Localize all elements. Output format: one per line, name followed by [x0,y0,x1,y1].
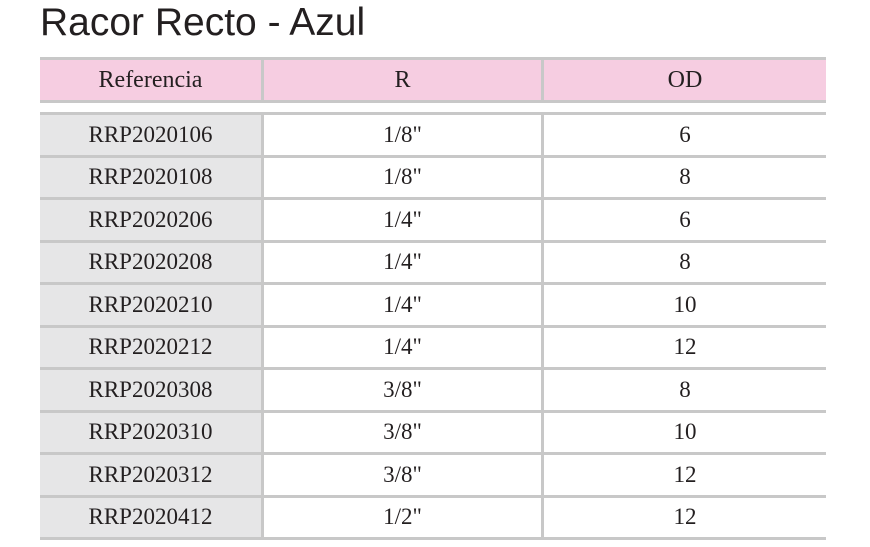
table-row: RRP2020206 1/4" 6 [40,197,826,240]
table-row: RRP2020208 1/4" 8 [40,239,826,282]
cell-od: 6 [679,121,691,147]
cell-r: 3/8" [264,412,544,452]
page-title: Racor Recto - Azul [40,1,366,44]
cell-od: 8 [679,164,691,190]
cell-r: 1/2" [264,497,544,537]
cell-referencia: RRP2020106 [40,115,264,155]
cell-r: 1/8" [264,157,544,197]
table-row: RRP2020412 1/2" 12 [40,494,826,540]
table-row: RRP2020108 1/8" 8 [40,154,826,197]
cell-referencia: RRP2020212 [40,327,264,367]
cell-od: 8 [679,376,691,402]
cell-r: 3/8" [264,370,544,410]
product-table: Referencia R OD RRP2020106 1/8" 6 RRP202… [40,57,826,540]
cell-r: 1/8" [264,115,544,155]
table-row: RRP2020312 3/8" 12 [40,452,826,495]
cell-r: 3/8" [264,455,544,495]
table-header: Referencia R OD [40,57,826,103]
cell-referencia: RRP2020206 [40,200,264,240]
table-row: RRP2020212 1/4" 12 [40,324,826,367]
table-row: RRP2020310 3/8" 10 [40,409,826,452]
cell-od: 6 [679,206,691,232]
header-od: OD [667,66,703,93]
table-row: RRP2020210 1/4" 10 [40,282,826,325]
cell-referencia: RRP2020108 [40,157,264,197]
cell-r: 1/4" [264,242,544,282]
cell-referencia: RRP2020412 [40,497,264,537]
cell-od: 12 [673,461,697,487]
table-row: RRP2020308 3/8" 8 [40,367,826,410]
cell-referencia: RRP2020210 [40,285,264,325]
cell-od: 12 [673,504,697,530]
cell-referencia: RRP2020308 [40,370,264,410]
table-row: RRP2020106 1/8" 6 [40,112,826,155]
header-spacer [40,103,826,112]
cell-referencia: RRP2020208 [40,242,264,282]
cell-od: 10 [673,291,697,317]
header-r: R [264,60,544,100]
cell-r: 1/4" [264,200,544,240]
cell-r: 1/4" [264,327,544,367]
cell-od: 12 [673,334,697,360]
cell-od: 10 [673,419,697,445]
header-referencia: Referencia [40,60,264,100]
cell-r: 1/4" [264,285,544,325]
cell-od: 8 [679,249,691,275]
cell-referencia: RRP2020310 [40,412,264,452]
cell-referencia: RRP2020312 [40,455,264,495]
